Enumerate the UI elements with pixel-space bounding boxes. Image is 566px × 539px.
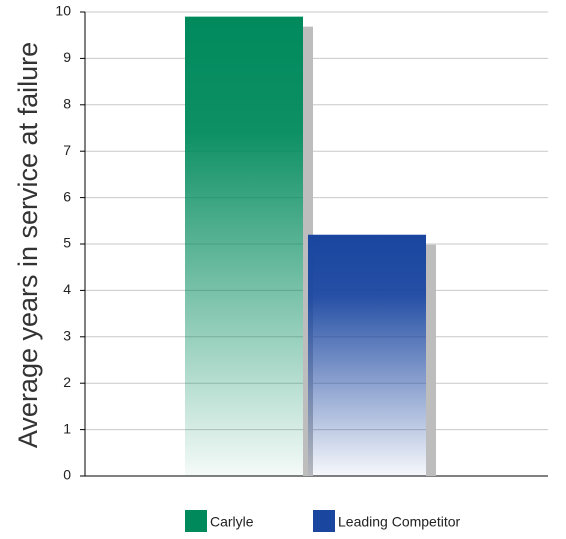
y-tick-label: 9	[63, 49, 71, 65]
legend-swatch	[313, 510, 335, 532]
y-tick-label: 4	[63, 281, 71, 297]
legend-swatch	[185, 510, 207, 532]
y-tick-label: 10	[55, 3, 71, 19]
y-tick-label: 3	[63, 328, 71, 344]
y-tick-label: 8	[63, 96, 71, 112]
y-axis-label: Average years in service at failure	[13, 42, 43, 448]
y-tick-label: 0	[63, 467, 71, 483]
bar	[308, 234, 426, 476]
y-tick-label: 6	[63, 188, 71, 204]
y-tick-label: 5	[63, 235, 71, 251]
y-tick-label: 7	[63, 142, 71, 158]
bar	[185, 16, 303, 476]
y-tick-label: 1	[63, 420, 71, 436]
bar-shadow	[426, 244, 436, 476]
legend-label: Leading Competitor	[338, 514, 461, 530]
legend-label: Carlyle	[210, 514, 254, 530]
y-tick-label: 2	[63, 374, 71, 390]
